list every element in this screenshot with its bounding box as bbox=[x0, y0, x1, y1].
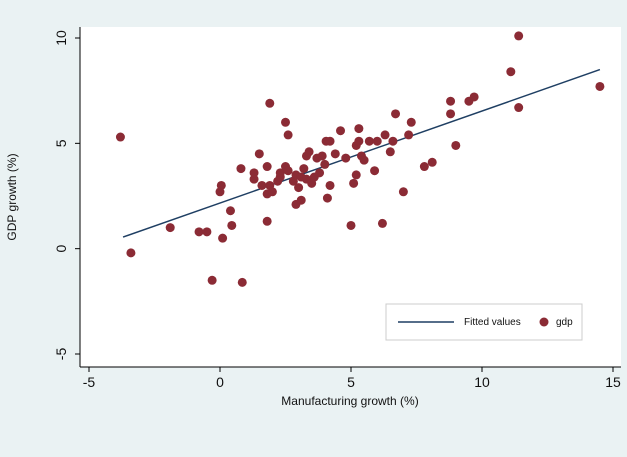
data-point bbox=[380, 130, 390, 140]
y-tick-label: 0 bbox=[53, 245, 69, 253]
data-point bbox=[237, 277, 247, 287]
x-tick-label: 0 bbox=[216, 374, 224, 390]
y-ticks: -5 0 5 10 bbox=[53, 30, 80, 360]
x-tick-label: 10 bbox=[474, 374, 490, 390]
data-point bbox=[262, 216, 272, 226]
data-point bbox=[207, 275, 217, 285]
data-point bbox=[254, 149, 264, 159]
data-point bbox=[359, 155, 369, 165]
data-point bbox=[262, 162, 272, 172]
data-point bbox=[299, 164, 309, 174]
y-axis-title: GDP growth (%) bbox=[5, 153, 19, 240]
data-point bbox=[336, 126, 346, 136]
data-point bbox=[165, 223, 175, 233]
data-point bbox=[391, 109, 401, 119]
data-point bbox=[202, 227, 212, 237]
x-tick-label: 15 bbox=[605, 374, 621, 390]
legend-fit-label: Fitted values bbox=[464, 317, 521, 328]
data-point bbox=[283, 130, 293, 140]
data-point bbox=[296, 195, 306, 205]
data-point bbox=[227, 220, 237, 230]
data-point bbox=[322, 193, 332, 203]
legend-point-label: gdp bbox=[556, 317, 573, 328]
data-point bbox=[514, 31, 524, 41]
data-point bbox=[294, 183, 304, 193]
data-point bbox=[446, 96, 456, 106]
data-point bbox=[325, 180, 335, 190]
data-point bbox=[225, 206, 235, 216]
data-point bbox=[249, 174, 259, 184]
data-point bbox=[595, 81, 605, 91]
legend-point-swatch bbox=[539, 317, 549, 327]
data-point bbox=[267, 187, 277, 197]
data-point bbox=[406, 117, 416, 127]
data-point bbox=[398, 187, 408, 197]
data-point bbox=[236, 164, 246, 174]
data-point bbox=[351, 170, 361, 180]
data-point bbox=[372, 136, 382, 146]
data-point bbox=[354, 136, 364, 146]
data-point bbox=[257, 180, 267, 190]
legend: Fitted values gdp bbox=[385, 303, 583, 341]
data-point bbox=[126, 248, 136, 258]
data-point bbox=[506, 67, 516, 77]
data-points bbox=[115, 31, 605, 287]
data-point bbox=[427, 157, 437, 167]
data-point bbox=[354, 124, 364, 134]
x-tick-label: 5 bbox=[347, 374, 355, 390]
data-point bbox=[451, 140, 461, 150]
data-point bbox=[330, 149, 340, 159]
data-point bbox=[249, 168, 259, 178]
data-point bbox=[346, 220, 356, 230]
data-point bbox=[194, 227, 204, 237]
data-point bbox=[320, 159, 330, 169]
data-point bbox=[349, 178, 359, 188]
data-point bbox=[364, 136, 374, 146]
y-tick-label: -5 bbox=[53, 348, 69, 361]
data-point bbox=[283, 166, 293, 176]
data-point bbox=[265, 98, 275, 108]
data-point bbox=[315, 168, 325, 178]
data-point bbox=[317, 151, 327, 161]
data-point bbox=[218, 233, 228, 243]
data-point bbox=[275, 168, 285, 178]
data-point bbox=[514, 103, 524, 113]
data-point bbox=[304, 147, 314, 157]
data-point bbox=[216, 180, 226, 190]
data-point bbox=[115, 132, 125, 142]
data-point bbox=[377, 218, 387, 228]
data-point bbox=[419, 162, 429, 172]
data-point bbox=[325, 136, 335, 146]
data-point bbox=[385, 147, 395, 157]
data-point bbox=[446, 109, 456, 119]
data-point bbox=[370, 166, 380, 176]
data-point bbox=[281, 117, 290, 127]
data-point bbox=[341, 153, 351, 163]
y-tick-label: 10 bbox=[53, 30, 69, 46]
y-tick-label: 5 bbox=[53, 139, 69, 147]
data-point bbox=[469, 92, 479, 102]
x-axis-title: Manufacturing growth (%) bbox=[281, 394, 418, 408]
data-point bbox=[404, 130, 414, 140]
x-ticks: -5 0 5 10 15 bbox=[83, 367, 621, 390]
x-tick-label: -5 bbox=[83, 374, 96, 390]
data-point bbox=[388, 136, 398, 146]
